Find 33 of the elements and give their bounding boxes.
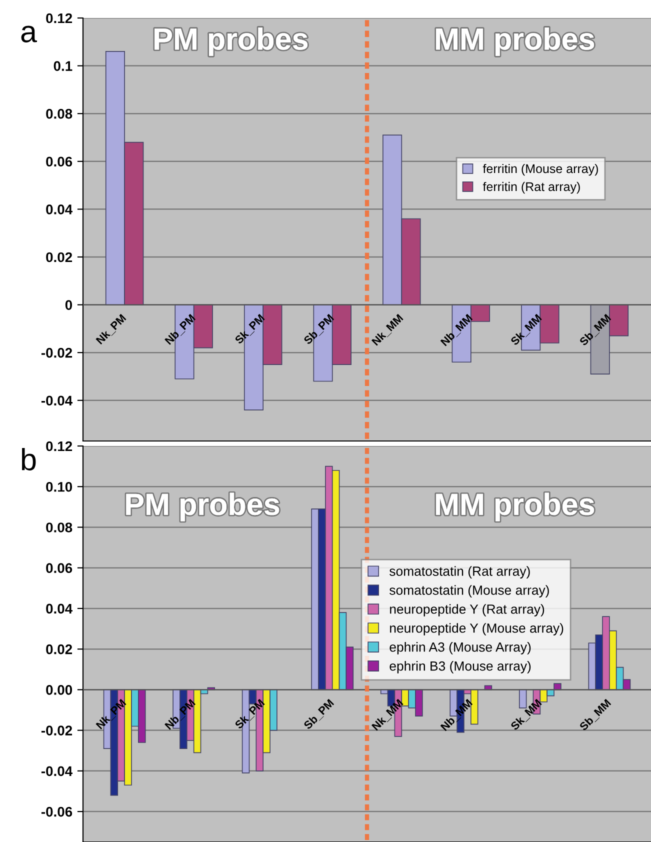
y-tick-label: 0.00 [46, 685, 72, 695]
text: b [22, 448, 36, 470]
y-tick-label: 0.04 [46, 604, 73, 614]
y-tick-label: -0.04 [41, 396, 73, 406]
y-tick-label: 0.1 [54, 61, 72, 71]
legend-label: ferritin (Mouse array) [482, 164, 598, 176]
annotation: MM probes [436, 27, 594, 56]
y-tick-label: -0.04 [41, 766, 73, 776]
legend-label: somatostatin (Rat array) [390, 566, 530, 578]
y-tick-label: 0.06 [46, 563, 72, 574]
y-tick-label: 0.10 [46, 482, 72, 492]
y-tick-label: 0.12 [46, 441, 72, 452]
legend-label: neuropeptide Y (Rat array) [390, 604, 544, 616]
annotation: PM probes [126, 492, 280, 522]
legend-label: ephrin B3 (Mouse array) [390, 661, 531, 674]
y-tick-label: 0.02 [46, 644, 72, 654]
y-tick-label: -0.02 [41, 348, 72, 358]
y-tick-label: 0.04 [46, 204, 73, 214]
annotation: MM probes [436, 492, 594, 522]
y-tick-label: 0.08 [46, 522, 72, 532]
text: a [21, 26, 37, 42]
y-tick-label: 0.08 [46, 108, 72, 119]
y-tick-label: -0.02 [41, 726, 72, 736]
legend-label: somatostatin (Mouse array) [390, 585, 549, 598]
legend-label: ephrin A3 (Mouse Array) [390, 642, 531, 654]
y-tick-label: -0.06 [41, 806, 72, 817]
annotation: PM probes [154, 27, 308, 56]
y-tick-label: 0.12 [46, 13, 72, 24]
y-tick-label: 0.02 [46, 252, 72, 262]
y-tick-label: 0 [65, 300, 72, 310]
y-tick-label: 0.06 [46, 156, 72, 167]
legend-label: neuropeptide Y (Mouse array) [390, 623, 564, 636]
legend-label: ferritin (Rat array) [482, 182, 580, 194]
